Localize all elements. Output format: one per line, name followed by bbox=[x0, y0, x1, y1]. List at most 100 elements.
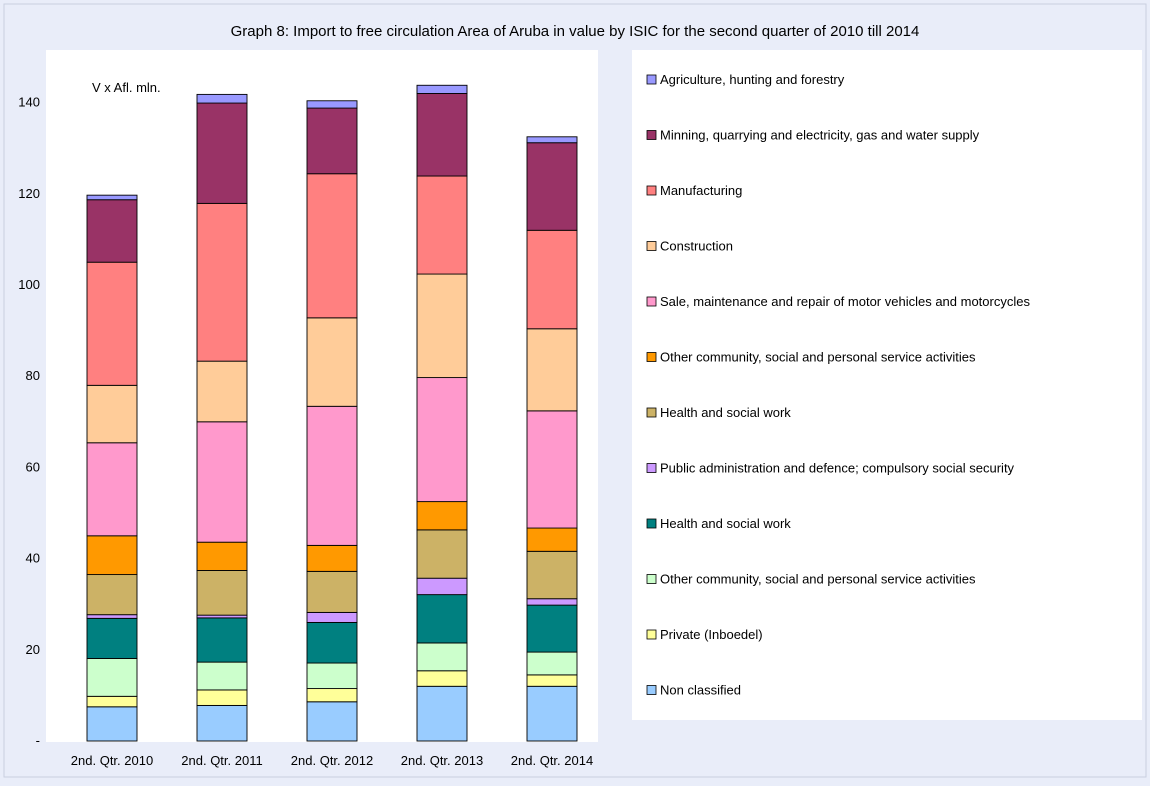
bar-segment bbox=[306, 688, 358, 703]
bar-segment bbox=[86, 194, 138, 201]
bar-segment bbox=[526, 229, 578, 330]
bar-segment bbox=[86, 695, 138, 708]
legend-label: Agriculture, hunting and forestry bbox=[660, 72, 845, 87]
legend: Agriculture, hunting and forestry Minning… bbox=[646, 72, 1030, 698]
bar-segment bbox=[86, 614, 138, 619]
x-tick-label: 2nd. Qtr. 2012 bbox=[291, 753, 373, 768]
bar-segment bbox=[416, 501, 468, 531]
bar-segment bbox=[416, 685, 468, 742]
bar-segment bbox=[86, 706, 138, 742]
legend-swatch bbox=[646, 185, 657, 196]
bar-segment bbox=[86, 535, 138, 576]
bar-segment bbox=[306, 662, 358, 690]
legend-swatch bbox=[646, 130, 657, 140]
bar-segment bbox=[526, 550, 578, 600]
bar-segment bbox=[86, 442, 138, 537]
legend-swatch bbox=[646, 518, 657, 529]
y-tick-label: 80 bbox=[26, 368, 40, 383]
bar-segment bbox=[196, 421, 248, 543]
bar-segment bbox=[416, 594, 468, 644]
bar-segment bbox=[196, 541, 248, 571]
legend-item: Private (Inboedel) bbox=[646, 627, 763, 642]
legend-label: Private (Inboedel) bbox=[660, 627, 763, 642]
legend-box bbox=[632, 50, 1142, 720]
legend-label: Other community, social and personal ser… bbox=[660, 572, 976, 587]
legend-item: Non classified bbox=[646, 683, 741, 698]
legend-label: Other community, social and personal ser… bbox=[660, 350, 976, 365]
legend-label: Non classified bbox=[660, 683, 741, 698]
bar-segment bbox=[306, 173, 358, 319]
x-tick-label: 2nd. Qtr. 2010 bbox=[71, 753, 153, 768]
x-tick-label: 2nd. Qtr. 2011 bbox=[181, 753, 262, 768]
bar-segment bbox=[416, 377, 468, 503]
legend-label: Sale, maintenance and repair of motor ve… bbox=[660, 294, 1030, 309]
y-tick-label: - bbox=[36, 733, 40, 748]
bar-segment bbox=[306, 570, 358, 613]
bar-segment bbox=[526, 674, 578, 687]
bar-segment bbox=[86, 384, 138, 444]
unit-label: V x Afl. mln. bbox=[92, 80, 161, 95]
bar-segment bbox=[526, 651, 578, 676]
bar-segment bbox=[526, 604, 578, 653]
bar-segment bbox=[86, 199, 138, 263]
x-axis-labels: 2nd. Qtr. 2010 2nd. Qtr. 2011 2nd. Qtr. 20… bbox=[71, 753, 593, 768]
bar-segment bbox=[306, 405, 358, 546]
legend-label: Health and social work bbox=[660, 516, 791, 531]
bar-segment bbox=[86, 658, 138, 697]
bar-segment bbox=[86, 261, 138, 386]
legend-item: Manufacturing bbox=[646, 183, 742, 198]
y-tick-label: 20 bbox=[26, 642, 40, 657]
bar-segment bbox=[306, 621, 358, 664]
bar-segment bbox=[196, 102, 248, 204]
bar-segment bbox=[196, 689, 248, 706]
legend-swatch bbox=[646, 296, 657, 307]
bar-segment bbox=[526, 410, 578, 529]
bar-segment bbox=[196, 202, 248, 362]
bar-segment bbox=[86, 574, 138, 616]
y-tick-label: 40 bbox=[26, 551, 40, 566]
legend-item: Agriculture, hunting and forestry bbox=[646, 72, 845, 87]
chart-title: Graph 8: Import to free circulation Area… bbox=[231, 23, 920, 40]
bar-segment bbox=[306, 317, 358, 407]
bar-segment bbox=[416, 273, 468, 379]
bar-segment bbox=[196, 570, 248, 616]
bar-segment bbox=[526, 598, 578, 606]
legend-swatch bbox=[646, 463, 657, 473]
bar-segment bbox=[416, 642, 468, 672]
y-tick-label: 60 bbox=[26, 459, 40, 474]
legend-label: Public administration and defence; compu… bbox=[660, 461, 1015, 476]
legend-item: Other community, social and personal ser… bbox=[646, 572, 976, 587]
bar-segment bbox=[196, 704, 248, 742]
bar-segment bbox=[306, 107, 358, 175]
bar-segment bbox=[196, 617, 248, 663]
bar-segment bbox=[526, 685, 578, 742]
legend-swatch bbox=[646, 574, 657, 584]
bar-segment bbox=[196, 360, 248, 423]
bar-segment bbox=[306, 611, 358, 623]
legend-swatch bbox=[646, 74, 657, 85]
bar-segment bbox=[416, 93, 468, 177]
bar-segment bbox=[86, 617, 138, 659]
legend-swatch bbox=[646, 629, 657, 640]
bar-segment bbox=[526, 136, 578, 144]
legend-swatch bbox=[646, 352, 657, 362]
legend-label: Minning, quarrying and electricity, gas … bbox=[660, 128, 980, 143]
x-tick-label: 2nd. Qtr. 2013 bbox=[401, 753, 483, 768]
legend-item: Construction bbox=[646, 239, 733, 254]
bar-segment bbox=[526, 328, 578, 412]
y-tick-label: 120 bbox=[18, 186, 40, 201]
legend-item: Minning, quarrying and electricity, gas … bbox=[646, 128, 980, 143]
bar-segment bbox=[196, 93, 248, 104]
legend-item: Health and social work bbox=[646, 405, 791, 420]
x-tick-label: 2nd. Qtr. 2014 bbox=[511, 753, 593, 768]
bar-segment bbox=[526, 527, 578, 552]
legend-swatch bbox=[646, 407, 657, 418]
legend-label: Health and social work bbox=[660, 405, 791, 420]
bar-segment bbox=[526, 142, 578, 231]
bar-segment bbox=[416, 577, 468, 596]
y-tick-label: 140 bbox=[18, 95, 40, 110]
bar-segment bbox=[306, 544, 358, 572]
legend-item: Other community, social and personal ser… bbox=[646, 350, 976, 365]
